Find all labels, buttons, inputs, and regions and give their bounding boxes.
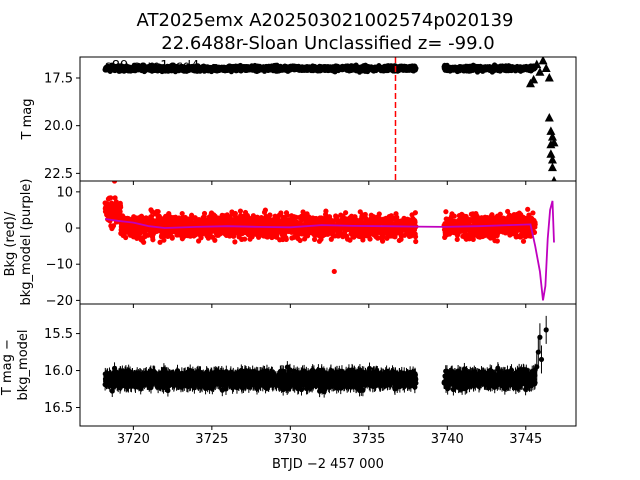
data-point [343, 210, 349, 216]
data-point [283, 236, 289, 242]
y-tick-label: 0 [65, 222, 73, 237]
data-point [413, 238, 419, 245]
series-segment [441, 62, 538, 75]
y-tick-label: 17.5 [44, 71, 73, 86]
data-point [155, 208, 161, 215]
data-point [530, 210, 536, 216]
panel-marks [102, 315, 549, 398]
series-segment [102, 361, 419, 398]
data-point [201, 210, 208, 217]
data-point [347, 237, 353, 243]
y-tick-label: 10 [56, 185, 73, 200]
data-point [454, 236, 460, 243]
y-tick-label: 16.5 [44, 401, 73, 416]
data-point [169, 235, 175, 241]
upper-limit-triangle [546, 126, 556, 135]
y-tick-label: 20.0 [44, 119, 73, 134]
series-segment [102, 62, 419, 75]
y-tick-label: −10 [46, 258, 73, 273]
data-point [367, 236, 373, 242]
data-point [242, 236, 248, 242]
data-point-min [331, 268, 337, 275]
data-point [278, 210, 284, 216]
data-point [179, 210, 185, 217]
bkg-model-line [104, 200, 555, 301]
x-tick-label: 3735 [352, 432, 385, 447]
x-tick-label: 3725 [195, 432, 228, 447]
y-tick-label: −20 [46, 294, 73, 309]
data-point [412, 234, 419, 240]
data-point [123, 234, 129, 241]
upper-limit-triangle [544, 113, 554, 122]
data-point [232, 210, 238, 217]
data-point [297, 237, 303, 244]
panel-bottom: 15.5 16.0 16.5 3720 3725 3730 3735 3740 3745 [44, 315, 549, 447]
data-point [117, 208, 123, 215]
panel-middle: 10 0 −10 −20 [46, 181, 555, 309]
panel-marks [102, 57, 559, 181]
data-point [394, 214, 400, 220]
upper-limit-triangle [529, 74, 539, 84]
panel-top: 17.5 20.0 22.5 [44, 57, 559, 185]
data-point [323, 208, 329, 214]
data-point [379, 238, 386, 244]
upper-limit-triangle [541, 63, 551, 72]
data-point [311, 236, 318, 242]
data-point [113, 199, 119, 205]
upper-limit-triangle [551, 176, 557, 181]
upper-limit-triangle [546, 149, 556, 158]
data-point [412, 219, 418, 225]
data-point [212, 237, 218, 243]
chart-title-line2: 22.6488r-Sloan Unclassified z= -99.0 [161, 33, 494, 54]
data-point [375, 235, 381, 241]
data-point [112, 195, 118, 201]
upper-limit-triangle [535, 67, 545, 76]
data-point [497, 211, 503, 217]
data-point [489, 212, 495, 218]
y-tick-label: 15.5 [44, 327, 73, 342]
upper-limit-triangle [549, 137, 559, 147]
upper-limit-triangle [547, 155, 557, 164]
panel-marks [102, 181, 555, 301]
chart-title-line1: AT2025emx A202503021002574p020139 [137, 10, 514, 31]
y-tick-label: 16.0 [44, 364, 73, 379]
upper-limit-triangle [547, 132, 557, 141]
data-point [150, 237, 156, 243]
data-point [525, 206, 531, 212]
data-point [262, 207, 268, 213]
data-point [110, 223, 117, 229]
x-tick-label: 3730 [274, 432, 307, 447]
upper-limit-triangle [532, 59, 542, 69]
data-point [520, 238, 527, 244]
data-point-max [111, 181, 118, 184]
data-point [284, 212, 290, 218]
data-point [413, 65, 419, 72]
data-point [118, 204, 124, 210]
data-point [412, 210, 418, 216]
x-tick-label: 3740 [431, 432, 464, 447]
x-tick-label: 3720 [117, 432, 150, 447]
data-point [443, 209, 449, 215]
upper-limit-triangle [538, 57, 548, 65]
y-tick-label: 22.5 [44, 167, 73, 182]
upper-limit-triangle [547, 162, 557, 172]
x-tick-label: 3745 [509, 432, 542, 447]
data-point [232, 239, 238, 245]
data-point [141, 239, 147, 245]
data-point [267, 212, 273, 218]
data-point [161, 237, 167, 243]
data-point [451, 213, 457, 219]
series-segment [441, 206, 538, 244]
data-point [376, 211, 382, 217]
data-point [494, 238, 500, 244]
data-point [237, 208, 244, 214]
data-point [157, 239, 163, 245]
data-point [108, 195, 114, 201]
upper-limit-triangle [544, 72, 554, 82]
data-point [532, 221, 538, 227]
